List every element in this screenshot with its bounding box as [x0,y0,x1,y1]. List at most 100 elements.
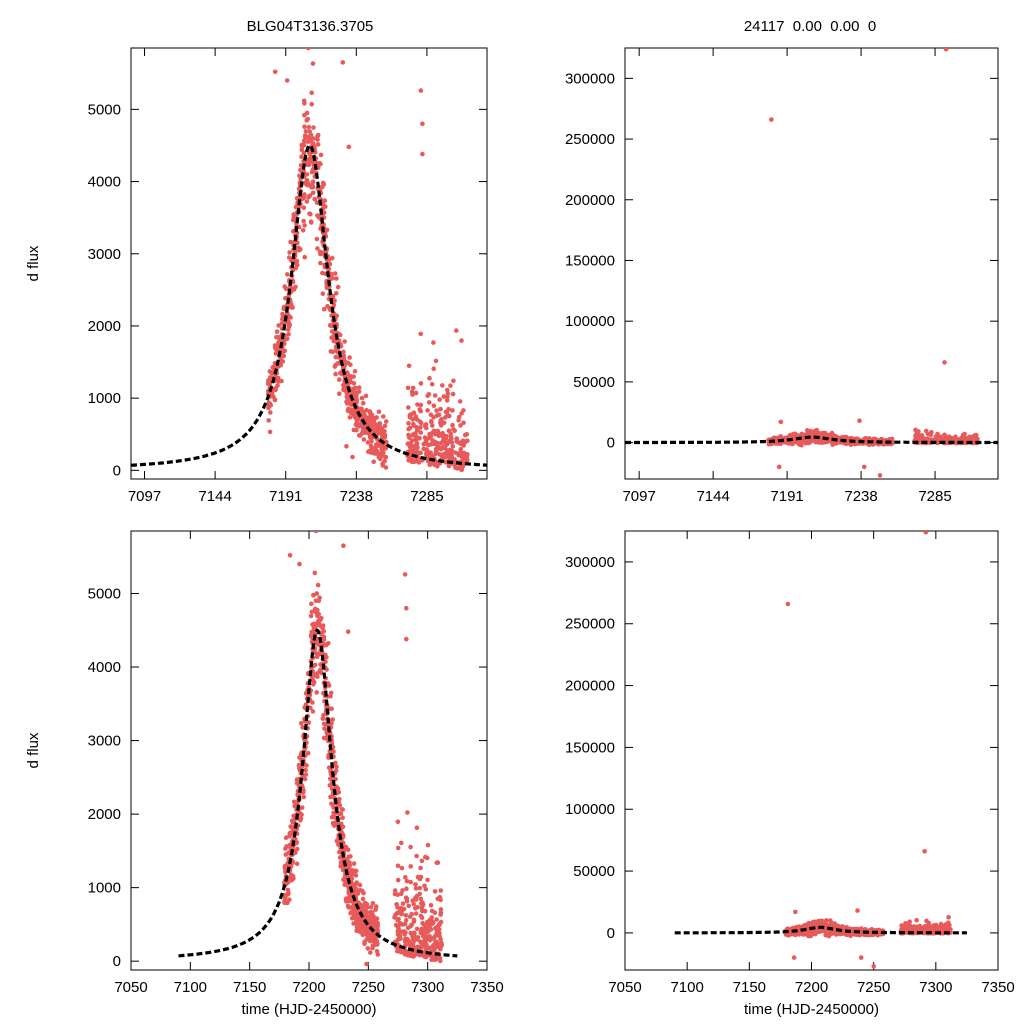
data-point [910,927,915,932]
data-point [816,430,821,436]
data-point [273,387,278,393]
data-point [919,433,925,438]
data-point [435,860,441,865]
data-point [282,864,288,869]
data-point [356,385,362,390]
data-point [304,177,310,183]
data-point [291,813,296,819]
data-point [288,315,293,320]
data-point [354,423,360,428]
data-point [349,916,355,921]
data-point [458,446,464,452]
y-tick-label: 0 [113,953,121,970]
data-point [409,389,415,395]
data-point [434,930,440,935]
data-point [399,840,404,846]
data-point [331,805,337,810]
data-point [340,60,346,65]
data-point [816,438,821,443]
data-point [370,901,376,906]
data-point [843,434,849,440]
data-point [429,957,434,963]
data-point [404,636,409,642]
data-point [360,400,366,406]
x-tick-label: 7097 [622,488,655,505]
x-tick-label: 7191 [770,488,803,505]
data-point [303,772,309,777]
data-point [785,926,790,932]
data-point [365,946,371,951]
data-point [294,262,300,268]
data-point [359,431,365,436]
data-point [411,448,417,454]
data-point [407,441,413,446]
data-point [352,390,357,395]
data-point [341,353,347,359]
data-point [283,835,289,840]
data-point [348,362,353,368]
data-point [443,415,448,420]
data-point [418,331,424,337]
data-point [946,914,951,920]
data-point [338,860,344,865]
data-point [810,430,816,436]
data-point [404,605,409,611]
data-point [361,890,366,896]
data-point [279,321,285,326]
data-point [294,777,300,782]
data-point [828,918,833,923]
data-point [308,613,314,619]
data-point [308,132,314,138]
data-point [327,323,333,328]
data-point [403,918,409,923]
data-point [312,606,318,612]
data-point [402,939,408,944]
data-point [929,429,934,435]
data-point [408,930,414,936]
data-point [340,807,346,812]
data-point [949,437,955,442]
model-fit-curve [131,143,487,467]
data-point [296,186,302,191]
data-point [438,420,443,426]
data-point [427,375,432,381]
plot-area [178,531,458,967]
data-point [413,886,419,891]
data-point [315,674,320,679]
data-point [411,939,416,945]
data-point [413,442,419,448]
data-point [425,877,430,883]
data-point [285,887,291,893]
data-point [288,239,293,245]
data-point [302,254,308,260]
data-point [280,311,285,317]
data-point [444,398,450,403]
data-point [418,408,424,414]
data-point [279,378,284,384]
y-tick-label: 250000 [565,616,615,633]
photometry-points [282,531,445,967]
data-point [305,161,311,166]
data-point [311,592,316,598]
data-point [408,864,414,869]
data-point [352,369,358,374]
data-point [300,143,305,149]
data-point [414,853,419,859]
data-point [432,910,438,915]
x-tick-label: 7097 [128,488,161,505]
data-point [422,922,427,928]
data-point [301,218,306,224]
data-point [429,382,435,387]
data-point [410,385,416,391]
x-tick-label: 7150 [733,979,766,996]
data-point [306,124,312,130]
data-point [298,720,304,726]
data-point [404,886,409,891]
data-point [272,397,278,402]
data-point [438,406,443,412]
data-point [375,422,381,428]
data-point [321,721,327,727]
data-point [315,132,321,138]
data-point [413,935,419,941]
data-point [309,101,315,107]
